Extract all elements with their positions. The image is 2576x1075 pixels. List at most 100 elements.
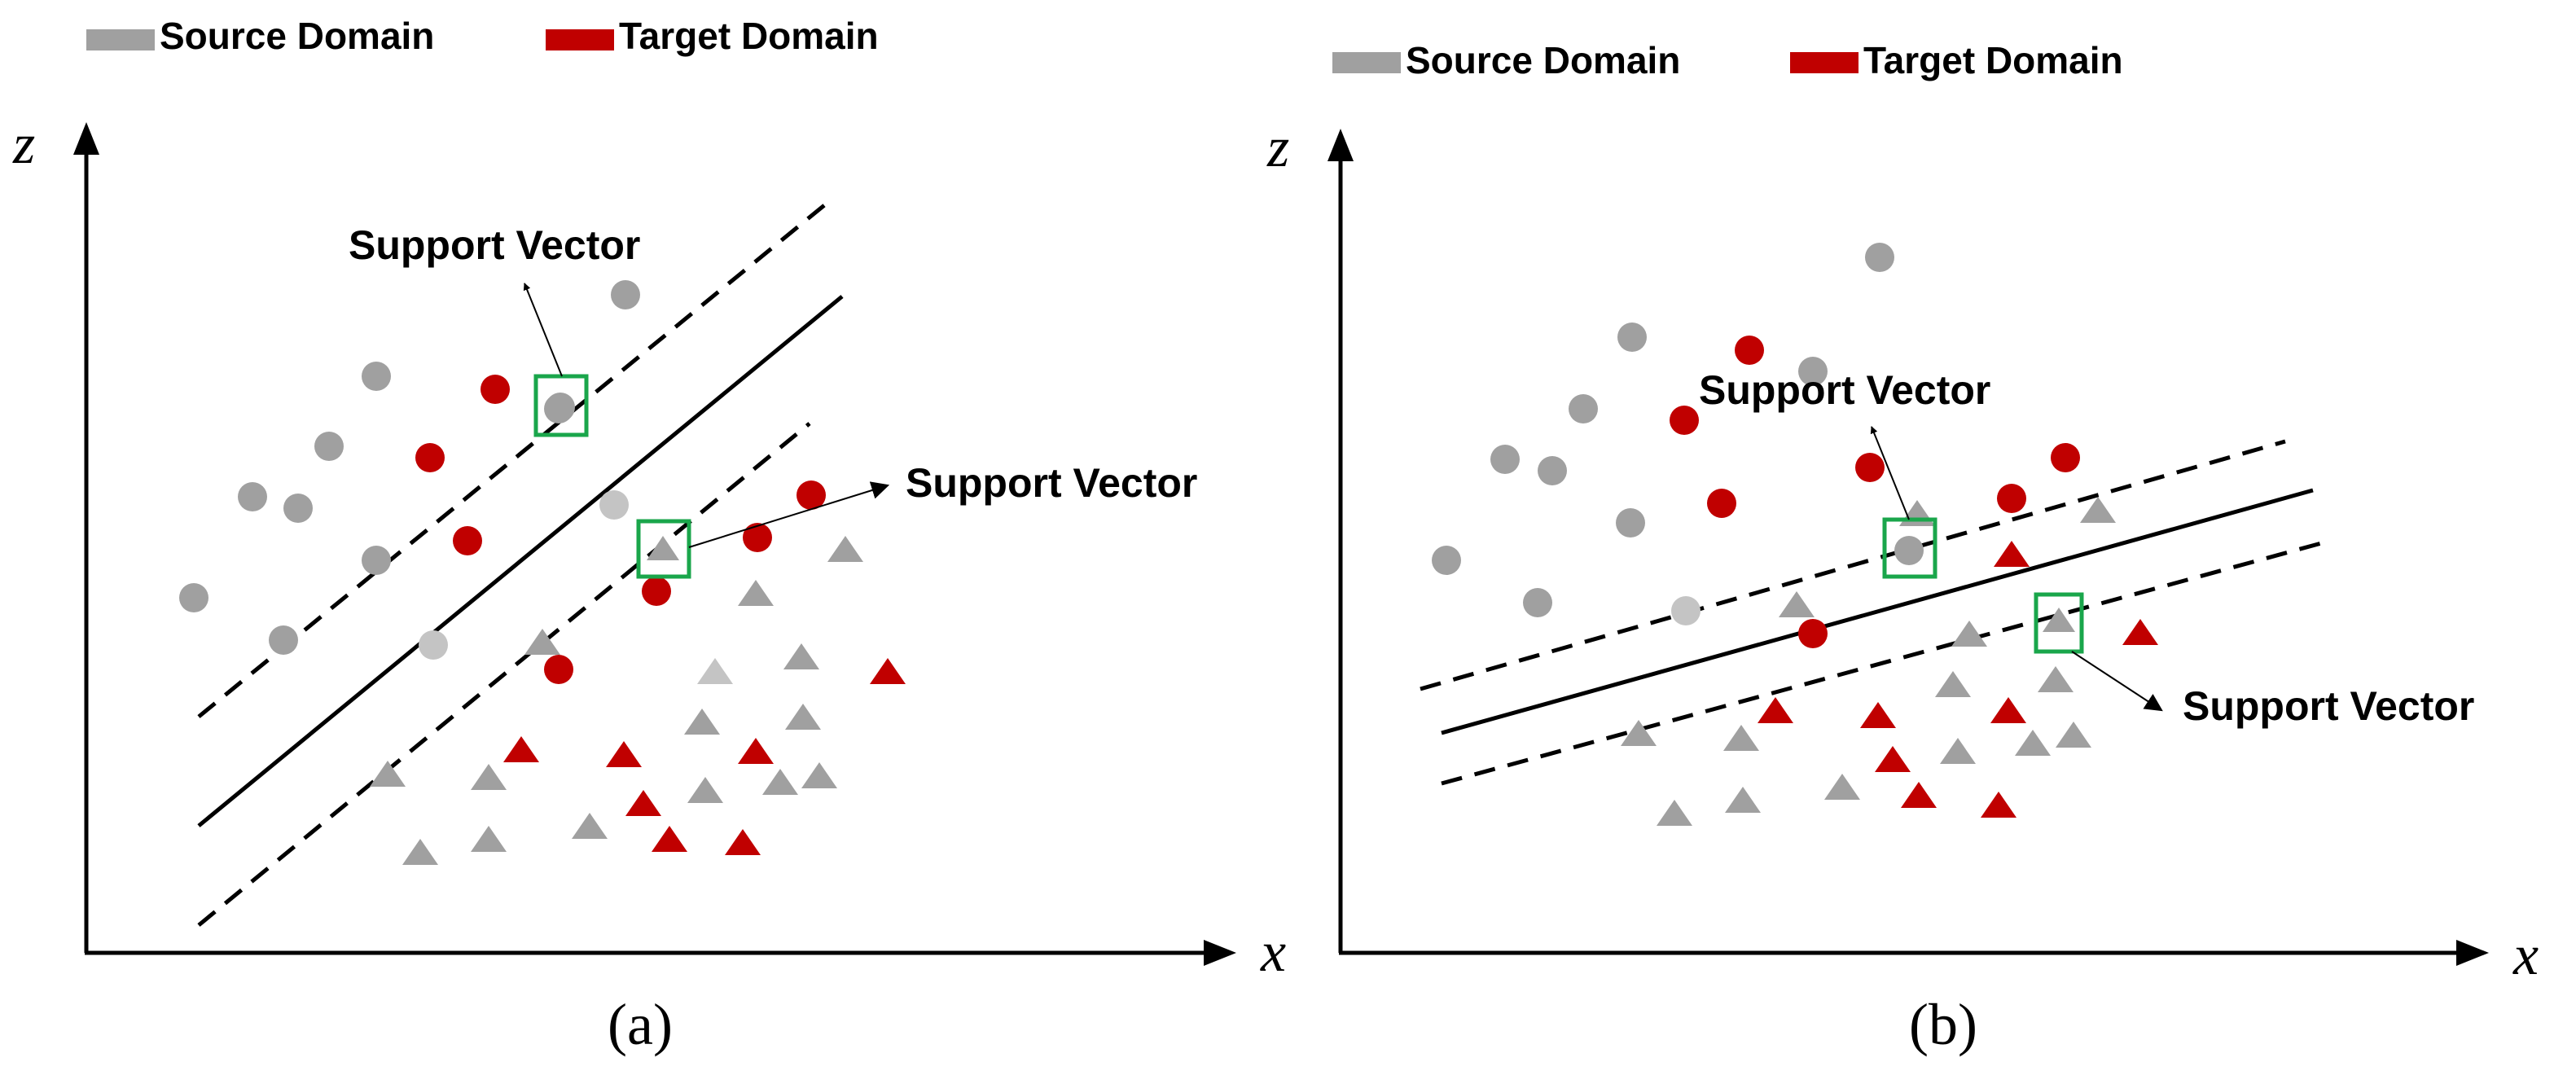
support-vector-point (546, 393, 575, 422)
legend-label-target: Target Domain (619, 15, 879, 57)
support-vector-point (1894, 536, 1924, 565)
source-circle (362, 546, 391, 575)
target-circle (544, 655, 573, 684)
panel-b: Source Domain Target Domain z x (1266, 39, 2539, 1057)
source-triangle (1725, 787, 1761, 813)
source-triangle (801, 762, 837, 788)
z-axis-arrowhead-b (1327, 129, 1354, 161)
margin-upper-b (1420, 439, 2286, 691)
source-circle (238, 482, 267, 511)
support-vector-pointer (523, 283, 563, 377)
source-circle (1617, 322, 1647, 352)
source-triangle (572, 813, 608, 839)
support-vector-box (2034, 592, 2084, 654)
source-circle (314, 432, 344, 461)
source-triangle (2038, 666, 2074, 692)
target-triangle (503, 736, 539, 762)
panel-a: Source Domain Target Domain z x (12, 15, 1286, 1057)
source-triangle (827, 536, 863, 562)
source-triangle (471, 764, 507, 790)
target-circle (1798, 619, 1828, 648)
source-circle (362, 362, 391, 391)
source-circle (1569, 394, 1598, 423)
source-circle (1865, 243, 1894, 272)
source-triangles-a (370, 536, 863, 865)
support-vector-upper-a: Support Vector (349, 222, 640, 437)
target-circle (1707, 489, 1736, 518)
source-triangle (2056, 722, 2091, 748)
x-axis-arrowhead-b (2456, 940, 2489, 966)
target-circle (415, 443, 445, 472)
panel-caption-b: (b) (1909, 992, 1977, 1057)
legend-swatch-source (86, 29, 155, 50)
source-circle (1523, 588, 1552, 617)
support-vector-box (636, 519, 691, 579)
source-triangle (1951, 621, 1987, 647)
source-circle (1798, 357, 1828, 386)
target-circle (1855, 453, 1885, 482)
target-triangle (1981, 792, 2016, 818)
source-circle-light (599, 490, 629, 520)
support-vector-lower-b: Support Vector (2034, 592, 2474, 729)
source-triangle (1824, 774, 1860, 800)
support-vector-pointer (688, 481, 890, 548)
z-axis-arrowhead-a (73, 122, 99, 155)
target-circle (1997, 484, 2026, 513)
target-triangle (870, 658, 906, 684)
support-vector-label: Support Vector (906, 460, 1197, 506)
source-circle (283, 494, 313, 523)
source-triangle (1935, 671, 1971, 697)
legend-label-source: Source Domain (1406, 39, 1680, 81)
source-circle-light (419, 630, 448, 660)
source-circle (269, 625, 298, 655)
legend-swatch-target (546, 29, 614, 50)
target-triangle (1994, 541, 2030, 567)
target-circle (1735, 336, 1764, 365)
source-triangle (402, 839, 438, 865)
legend-swatch-target (1790, 52, 1858, 73)
target-circles-b (1670, 336, 2080, 648)
hyperplane-a (197, 295, 844, 827)
source-triangle (2015, 730, 2051, 756)
support-vector-upper-b: Support Vector (1699, 367, 1990, 579)
source-triangle (687, 777, 723, 803)
source-triangle-light (697, 658, 733, 684)
source-triangle (370, 761, 406, 787)
target-triangle (1758, 697, 1793, 723)
margin-lower-a (197, 422, 811, 927)
axes-a: z x (12, 113, 1286, 984)
target-triangle (725, 829, 761, 855)
legend-label-source: Source Domain (160, 15, 434, 57)
target-triangles-a (503, 658, 906, 855)
source-circles-b (1432, 243, 1894, 625)
source-triangle (785, 704, 821, 730)
legend-swatch-source (1332, 52, 1401, 73)
x-axis-label-a: x (1260, 921, 1286, 984)
source-circle (1432, 546, 1461, 575)
source-triangle (684, 709, 720, 735)
target-triangle (625, 790, 661, 816)
target-circle (2051, 443, 2080, 472)
support-vector-pointer (2071, 651, 2163, 712)
legend-b: Source Domain Target Domain (1332, 39, 2123, 81)
source-triangle (524, 629, 560, 655)
support-vector-lower-a: Support Vector (636, 460, 1197, 579)
source-circles-a (179, 280, 640, 660)
hyperplane-b (1441, 488, 2314, 735)
source-triangle (1657, 800, 1692, 826)
target-triangle (1860, 702, 1896, 728)
target-circle (481, 375, 510, 404)
target-circles-a (415, 375, 826, 684)
source-circle (179, 583, 208, 612)
target-triangle (1901, 782, 1937, 808)
support-vector-point (2043, 608, 2075, 632)
target-triangle (2122, 619, 2158, 645)
source-triangle (1723, 725, 1759, 751)
support-vector-label: Support Vector (349, 222, 640, 268)
x-axis-arrowhead-a (1204, 940, 1236, 966)
source-circle (611, 280, 640, 309)
target-triangles-b (1758, 541, 2158, 818)
source-circle (1490, 445, 1520, 474)
support-vector-box (1882, 517, 1937, 579)
